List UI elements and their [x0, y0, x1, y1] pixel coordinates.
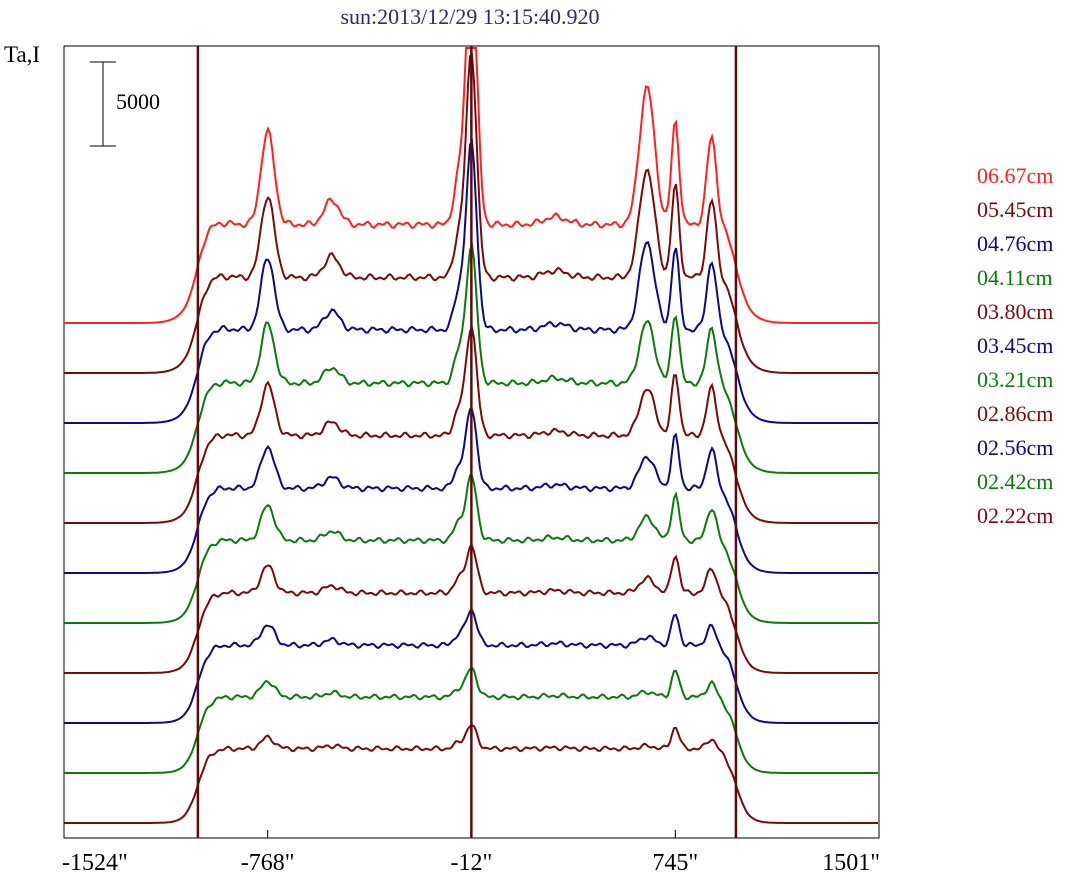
legend-entry-5: 03.45cm: [977, 333, 1054, 358]
legend: 06.67cm 05.45cm 04.76cm 04.11cm 03.80cm 03.45…: [977, 159, 1053, 533]
legend-entry-3: 04.11cm: [977, 265, 1053, 290]
chart-title: sun:2013/12/29 13:15:40.920: [340, 4, 600, 29]
x-tick-label-3: 745": [652, 850, 699, 876]
x-tick-label-4: 1501": [822, 850, 880, 876]
legend-entry-10: 02.22cm: [977, 503, 1054, 528]
x-tick-label-0: -1524": [62, 850, 128, 876]
legend-entry-8: 02.56cm: [977, 435, 1054, 460]
legend-entry-7: 02.86cm: [977, 401, 1054, 426]
scale-bar-label: 5000: [116, 89, 160, 114]
legend-entry-0: 06.67cm: [977, 163, 1054, 188]
y-axis-label: Ta,I: [4, 42, 41, 67]
legend-entry-1: 05.45cm: [977, 197, 1054, 222]
legend-entry-9: 02.42cm: [977, 469, 1054, 494]
x-tick-label-1: -768": [240, 850, 295, 876]
x-tick-label-2: -12": [450, 850, 493, 876]
legend-entry-2: 04.76cm: [977, 231, 1054, 256]
legend-entry-6: 03.21cm: [977, 367, 1054, 392]
legend-entry-4: 03.80cm: [977, 299, 1054, 324]
